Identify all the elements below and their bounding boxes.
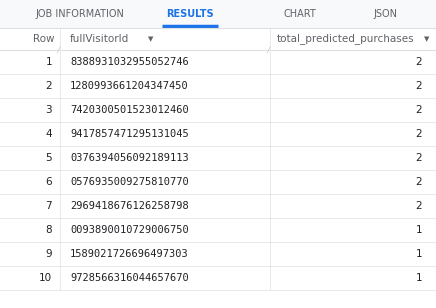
Text: 1589021726696497303: 1589021726696497303 <box>70 249 189 259</box>
Text: 9: 9 <box>45 249 52 259</box>
Text: 9417857471295131045: 9417857471295131045 <box>70 129 189 139</box>
Text: 1280993661204347450: 1280993661204347450 <box>70 81 189 91</box>
Text: 1: 1 <box>45 57 52 67</box>
Text: 4: 4 <box>45 129 52 139</box>
Text: 0576935009275810770: 0576935009275810770 <box>70 177 189 187</box>
Text: 7: 7 <box>45 201 52 211</box>
Text: ▼: ▼ <box>424 36 429 42</box>
Text: 1: 1 <box>416 225 422 235</box>
Text: 0376394056092189113: 0376394056092189113 <box>70 153 189 163</box>
Bar <box>0 0 436 28</box>
Text: total_predicted_purchases: total_predicted_purchases <box>276 34 414 44</box>
Text: 2: 2 <box>416 81 422 91</box>
Text: fullVisitorId: fullVisitorId <box>70 34 129 44</box>
Text: Row: Row <box>33 34 54 44</box>
Text: ╱: ╱ <box>56 47 60 54</box>
Text: 10: 10 <box>39 273 52 283</box>
Text: 5: 5 <box>45 153 52 163</box>
Text: CHART: CHART <box>284 9 317 19</box>
Text: 1: 1 <box>416 273 422 283</box>
Text: 7420300501523012460: 7420300501523012460 <box>70 105 189 115</box>
Text: 2: 2 <box>416 201 422 211</box>
Text: 8388931032955052746: 8388931032955052746 <box>70 57 189 67</box>
Text: 6: 6 <box>45 177 52 187</box>
Text: 0093890010729006750: 0093890010729006750 <box>70 225 189 235</box>
Text: RESULTS: RESULTS <box>166 9 214 19</box>
Text: 8: 8 <box>45 225 52 235</box>
Text: ▼: ▼ <box>148 36 153 42</box>
Text: ╱: ╱ <box>266 47 269 54</box>
Text: JSON: JSON <box>373 9 397 19</box>
Text: 3: 3 <box>45 105 52 115</box>
Text: 2: 2 <box>45 81 52 91</box>
Text: JOB INFORMATION: JOB INFORMATION <box>36 9 124 19</box>
Text: 2: 2 <box>416 177 422 187</box>
Text: 2969418676126258798: 2969418676126258798 <box>70 201 189 211</box>
Text: 2: 2 <box>416 153 422 163</box>
Text: 2: 2 <box>416 105 422 115</box>
Text: 9728566316044657670: 9728566316044657670 <box>70 273 189 283</box>
Text: 2: 2 <box>416 57 422 67</box>
Text: 2: 2 <box>416 129 422 139</box>
Text: 1: 1 <box>416 249 422 259</box>
